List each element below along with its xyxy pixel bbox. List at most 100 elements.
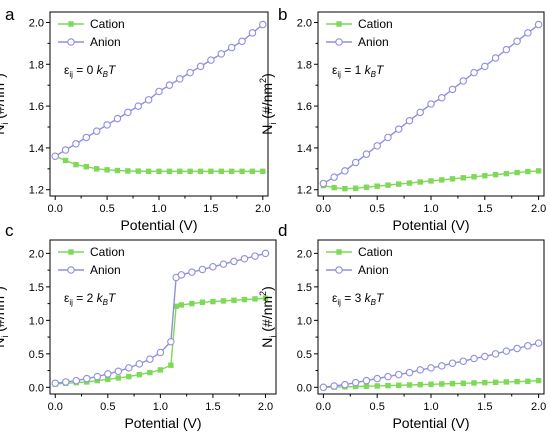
panel-letter: c <box>5 221 14 240</box>
data-point-anion <box>384 372 392 381</box>
annot-k-sub: B <box>103 298 109 307</box>
y-axis-label: Ni (#/nm2) <box>258 286 278 348</box>
data-point-cation <box>342 185 348 192</box>
data-point-cation <box>492 379 499 385</box>
data-point-anion <box>534 339 543 347</box>
y-label-rest: (#/nm <box>0 296 7 336</box>
data-point-anion <box>459 357 468 365</box>
y-label-sub: i <box>0 123 10 125</box>
data-point-cation <box>157 367 164 373</box>
y-tick-label: 1.5 <box>297 282 312 294</box>
data-point-cation <box>156 168 162 175</box>
data-point-anion <box>134 102 142 110</box>
data-point-anion <box>330 173 338 181</box>
data-point-anion <box>438 93 446 102</box>
data-point-cation <box>241 296 248 303</box>
legend-marker-cation <box>68 21 74 27</box>
data-point-cation <box>374 383 380 389</box>
data-point-anion <box>248 29 257 37</box>
panel-letter: d <box>278 221 287 240</box>
data-point-cation <box>173 303 179 309</box>
data-point-anion <box>438 362 446 370</box>
data-point-anion <box>230 257 238 266</box>
y-label-main: N <box>259 125 275 135</box>
data-point-anion <box>330 382 338 390</box>
annot-k: k <box>365 63 372 77</box>
data-point-anion <box>405 116 414 125</box>
data-point-cation <box>363 383 370 389</box>
y-tick-label: 0.0 <box>29 382 44 394</box>
series-line-anion <box>55 252 266 384</box>
y-label-sub: i <box>268 123 278 125</box>
y-axis-label: Ni (#/nm2) <box>0 286 10 348</box>
data-point-cation <box>514 169 520 176</box>
data-point-anion <box>72 376 81 385</box>
x-tick-label: 1.5 <box>477 203 492 215</box>
data-point-anion <box>319 179 328 188</box>
data-point-anion <box>502 45 511 54</box>
annot-k: k <box>97 291 104 305</box>
data-point-cation <box>228 168 235 175</box>
data-point-anion <box>62 378 70 386</box>
series-line-cation <box>55 297 266 385</box>
x-tick-label: 1.5 <box>203 203 218 215</box>
annot-mid: = 0 <box>73 63 97 77</box>
y-tick-label: 1.5 <box>29 282 44 294</box>
data-point-anion <box>196 62 205 71</box>
data-point-cation <box>449 176 456 182</box>
annot-k-sub: B <box>371 70 377 79</box>
data-point-anion <box>156 348 165 357</box>
data-point-cation <box>105 376 111 382</box>
x-tick-label: 0.0 <box>48 401 63 413</box>
x-tick-label: 2.0 <box>531 203 546 215</box>
data-point-anion <box>384 133 392 142</box>
data-point-anion <box>261 249 270 258</box>
chart-panel-a: a 0.0 0.5 1.0 1.5 2.0 1.2 1.4 1.6 1.8 2.0 Potential… <box>0 5 270 233</box>
data-point-cation <box>535 377 542 384</box>
data-point-anion <box>534 20 543 29</box>
x-tick-label: 1.0 <box>153 401 168 413</box>
data-point-anion <box>92 127 101 135</box>
y-tick-label: 1.2 <box>29 185 44 197</box>
legend-label-cation: Cation <box>358 17 393 31</box>
x-tick-label: 0.0 <box>48 203 63 215</box>
panel-letter: a <box>5 5 15 24</box>
y-tick-label: 1.8 <box>297 59 312 71</box>
y-axis-label: Ni (#/nm2) <box>0 73 10 135</box>
legend-marker-cation <box>68 249 74 255</box>
legend-marker-cation <box>336 249 342 255</box>
data-point-cation <box>525 168 531 175</box>
data-point-anion <box>513 344 521 353</box>
data-point-anion <box>198 265 207 274</box>
data-point-anion <box>114 367 123 375</box>
data-point-anion <box>219 260 228 268</box>
data-point-cation <box>178 302 185 308</box>
legend-marker-anion <box>335 38 343 46</box>
data-point-cation <box>208 168 214 175</box>
data-point-cation <box>525 378 531 384</box>
x-tick-label: 1.0 <box>423 401 438 413</box>
y-label-main: N <box>0 125 7 135</box>
data-point-anion <box>144 96 153 104</box>
data-point-anion <box>186 68 194 77</box>
y-tick-label: 1.0 <box>297 315 312 327</box>
annotation-epsilon: εij = 0 kBT <box>64 63 117 79</box>
annotation-epsilon: εij = 2 kBT <box>64 291 117 307</box>
annotation-epsilon: εij = 3 kBT <box>332 291 385 307</box>
data-point-cation <box>249 168 256 175</box>
data-point-cation <box>94 166 100 172</box>
x-tick-label: 0.0 <box>316 203 331 215</box>
data-point-anion <box>209 263 217 271</box>
data-point-anion <box>251 252 259 260</box>
data-point-cation <box>135 168 141 174</box>
data-point-anion <box>103 121 111 129</box>
data-point-anion <box>93 372 102 381</box>
annot-eps: ε <box>64 63 70 77</box>
data-point-cation <box>168 362 174 368</box>
data-point-anion <box>427 100 435 108</box>
annot-T: T <box>376 291 385 305</box>
y-tick-label: 1.6 <box>29 101 44 113</box>
data-point-anion <box>176 75 184 83</box>
data-point-anion <box>135 360 144 368</box>
